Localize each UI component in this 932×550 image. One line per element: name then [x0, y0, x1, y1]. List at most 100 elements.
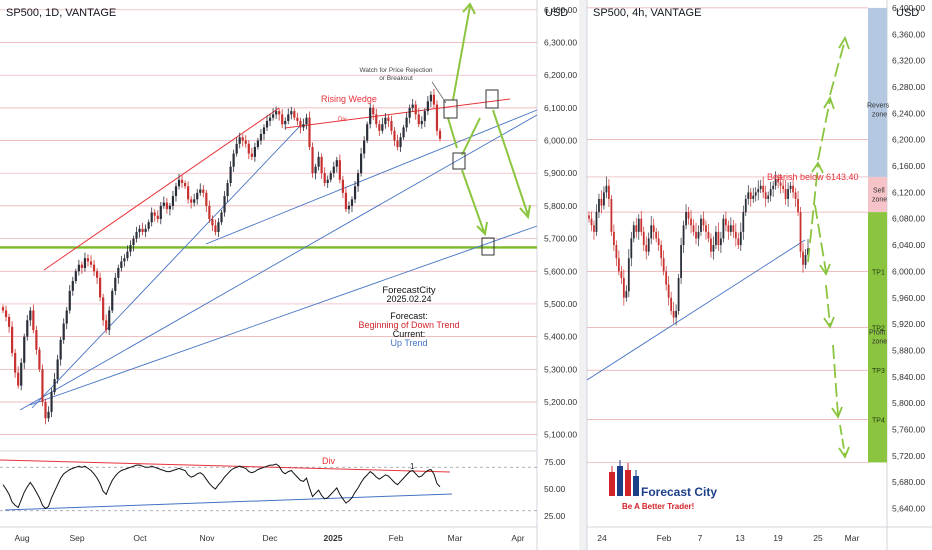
left-candle-body	[275, 111, 278, 115]
rsi-support-line	[4, 493, 453, 511]
right-candle-body	[797, 198, 799, 213]
right-candle-body	[620, 271, 623, 278]
right-candle-body	[727, 225, 730, 232]
right-candle-body	[717, 231, 720, 246]
rsi-line	[2, 463, 441, 510]
arrow-down-head-4	[476, 221, 488, 237]
left-candle-body	[405, 117, 408, 128]
left-y-tick: 5,900.00	[544, 168, 577, 178]
right-y-tick: 6,240.00	[892, 108, 925, 118]
right-x-tick: Mar	[845, 533, 860, 543]
left-candle-body	[426, 101, 429, 112]
forecast-box: ForecastCity 2025.02.24 Forecast: Beginn…	[358, 285, 459, 348]
right-candle-body	[603, 192, 605, 206]
left-candle-body	[165, 202, 168, 210]
right-candle-body	[680, 245, 682, 278]
left-currency-label: USD	[545, 7, 568, 19]
forecast-value: Beginning of Down Trend	[358, 320, 459, 330]
left-candle-body	[293, 111, 296, 118]
left-x-tick: Mar	[448, 533, 463, 543]
left-candle-body	[429, 94, 432, 102]
left-candle-body	[205, 192, 208, 206]
right-candle-body	[600, 198, 603, 206]
left-candle-body	[220, 212, 223, 223]
right-candle-body	[610, 198, 613, 232]
right-candle-body	[660, 245, 663, 259]
left-rsi-panel	[0, 459, 537, 512]
reversal-zone	[868, 7, 887, 177]
arrow-down-path-3	[492, 109, 529, 216]
right-candle-body	[749, 192, 752, 199]
right-candles	[588, 171, 809, 326]
left-candle-body	[223, 196, 226, 213]
right-zones	[868, 7, 887, 463]
profit-zone-label-2: zone	[872, 338, 887, 345]
wedge-lower-line	[205, 109, 538, 245]
right-candle-body	[608, 185, 610, 199]
right-candle-body	[657, 238, 660, 246]
sell-zone-label-1: Sell	[873, 188, 885, 195]
logo-tagline: Be A Better Trader!	[622, 502, 694, 511]
profit-zone-label-1: Profit	[869, 329, 885, 336]
left-candle-body	[253, 147, 256, 157]
right-candle-body	[652, 225, 655, 232]
left-x-tick: Aug	[14, 533, 29, 543]
right-candle-body	[677, 277, 680, 311]
right-candle-body	[782, 185, 785, 190]
r-arrow-down-head-1	[819, 263, 831, 276]
left-candle-body	[83, 258, 87, 268]
left-x-tick: Nov	[199, 533, 215, 543]
right-candle-body	[774, 179, 777, 186]
rsi-div-line	[0, 459, 451, 473]
right-price-axis: 5,640.00 5,680.00 5,720.00 5,760.00 5,800.00…	[892, 3, 925, 514]
right-chart-title: SP500, 4h, VANTAGE	[593, 7, 701, 19]
arrow-down-head-3	[519, 204, 531, 220]
left-candle-body	[262, 127, 266, 134]
channel-upper-line	[19, 114, 538, 411]
left-candle-body	[11, 326, 14, 353]
left-candle-body	[153, 212, 156, 216]
left-x-tick: Dec	[262, 533, 278, 543]
left-candle-body	[74, 271, 77, 282]
left-candle-body	[332, 166, 335, 174]
right-candle-body	[615, 245, 618, 259]
right-y-tick: 6,000.00	[892, 266, 925, 276]
tp3-label: TP3	[872, 368, 885, 375]
left-candle-body	[159, 205, 162, 219]
right-candle-body	[804, 254, 807, 265]
arrow-up-head	[462, 2, 476, 15]
left-candle-body	[393, 130, 396, 141]
right-y-tick: 5,800.00	[892, 398, 925, 408]
right-candle-body	[724, 218, 727, 226]
left-candle-body	[7, 317, 11, 327]
right-candle-body	[687, 212, 690, 219]
right-candle-body	[640, 218, 643, 232]
right-horizontal-levels	[587, 7, 868, 463]
right-candle-body	[715, 231, 717, 246]
left-candle-body	[235, 143, 238, 154]
left-candle-body	[199, 189, 202, 193]
left-candle-body	[320, 156, 323, 174]
left-candle-body	[314, 166, 317, 174]
right-candle-body	[779, 182, 782, 186]
tp1-label: TP1	[872, 269, 885, 276]
left-chart-title: SP500, 1D, VANTAGE	[6, 7, 116, 19]
left-candle-body	[417, 114, 420, 125]
left-candle-body	[174, 186, 178, 197]
right-candle-body	[742, 212, 745, 232]
left-candle-body	[435, 104, 439, 131]
right-candle-body	[702, 218, 705, 226]
left-y-tick: 5,700.00	[544, 234, 577, 244]
right-candle-body	[754, 192, 757, 196]
left-candle-body	[156, 215, 159, 219]
right-candle-body	[588, 215, 590, 219]
left-candle-body	[350, 199, 354, 206]
right-candle-body	[695, 231, 697, 239]
left-candle-body	[32, 310, 35, 331]
left-candle-body	[71, 281, 74, 291]
left-x-tick: Apr	[511, 533, 524, 543]
left-y-tick: 5,400.00	[544, 332, 577, 342]
right-y-tick: 6,160.00	[892, 161, 925, 171]
right-candle-body	[590, 218, 593, 226]
left-candle-body	[366, 124, 369, 141]
